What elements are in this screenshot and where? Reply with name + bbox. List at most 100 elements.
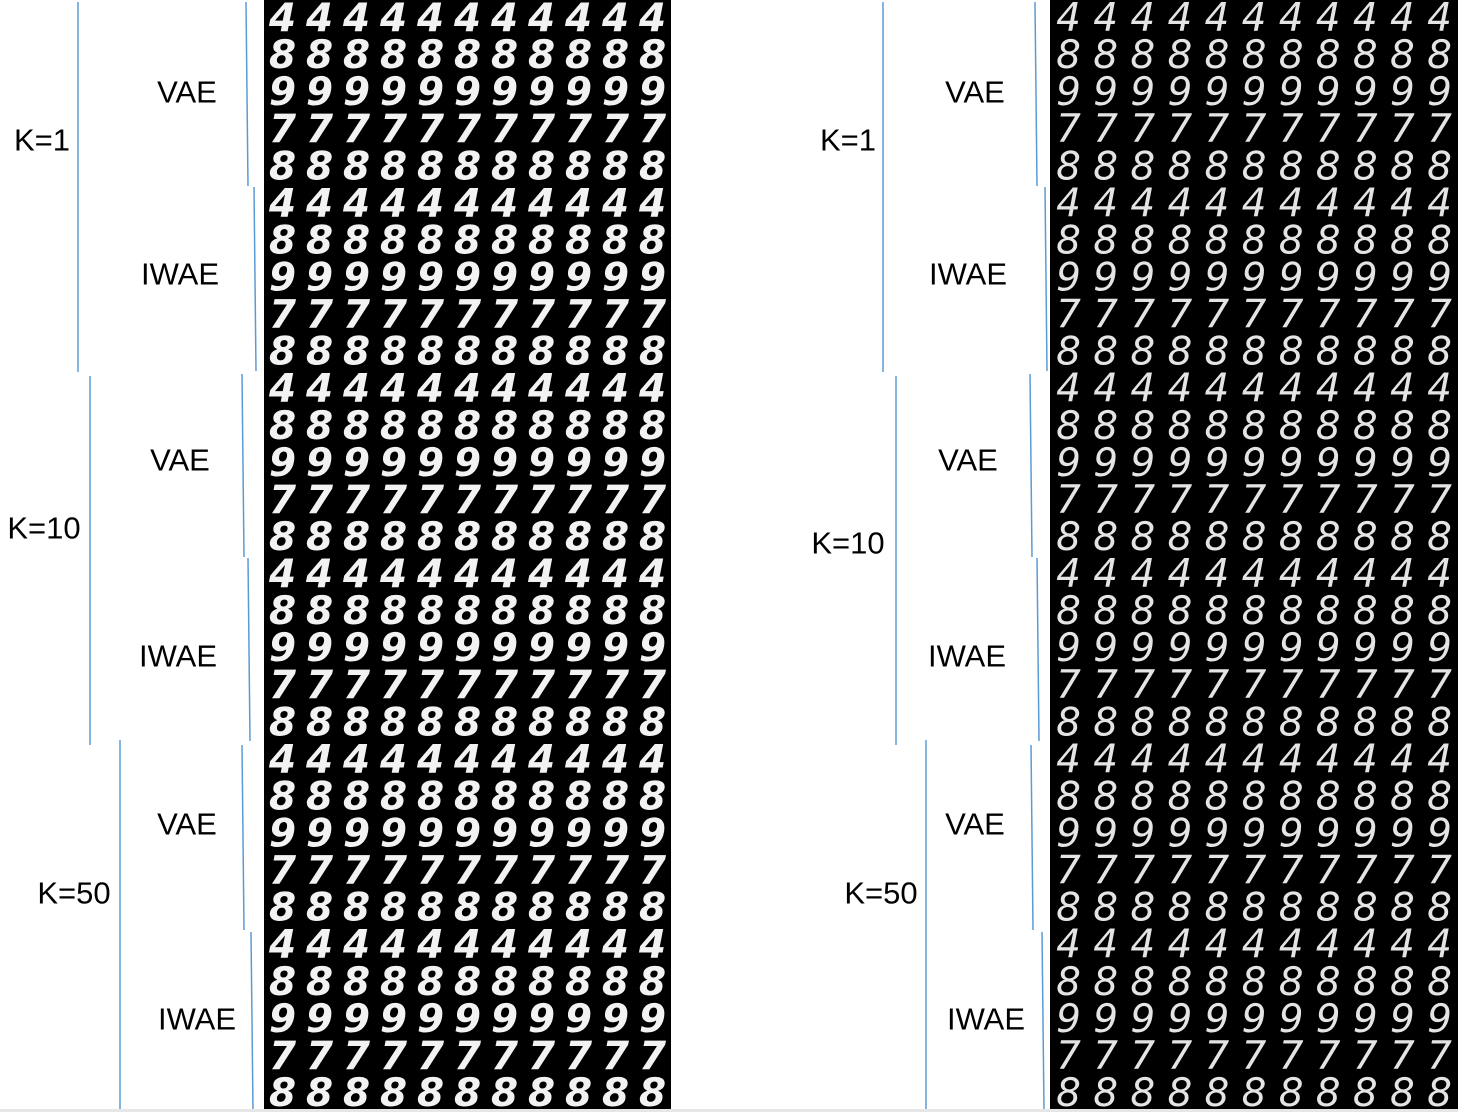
- digit-sample: 8: [306, 960, 333, 1005]
- digit-sample: 8: [528, 589, 555, 634]
- digit-sample: 8: [528, 218, 555, 263]
- digit-sample: 7: [343, 293, 370, 338]
- digit-sample: 7: [1167, 1034, 1192, 1079]
- digit-sample: 8: [380, 218, 407, 263]
- k-label: K=10: [811, 525, 885, 561]
- digit-sample: 8: [1390, 144, 1415, 189]
- digit-sample: 9: [1167, 812, 1192, 857]
- digit-sample: 8: [1167, 218, 1192, 263]
- digit-sample: 9: [565, 256, 592, 301]
- digit-sample: 9: [1242, 997, 1267, 1042]
- digit-sample: 7: [1353, 849, 1378, 894]
- digit-sample: 4: [1427, 552, 1452, 597]
- bracket-line: [241, 744, 245, 931]
- digit-sample: 4: [1427, 367, 1452, 412]
- digit-sample: 4: [1353, 181, 1378, 226]
- k-label: K=10: [7, 510, 81, 546]
- digit-sample: 9: [491, 997, 518, 1042]
- digit-sample: 4: [1130, 737, 1155, 782]
- digit-sample: 8: [528, 886, 555, 931]
- digit-sample: 8: [1427, 960, 1452, 1005]
- digit-sample: 9: [602, 812, 629, 857]
- digit-sample: 9: [1130, 626, 1155, 671]
- digit-sample: 7: [1390, 1034, 1415, 1079]
- digit-sample: 7: [1427, 293, 1452, 338]
- digit-sample: 8: [343, 886, 370, 931]
- digit-sample: 9: [1316, 70, 1341, 115]
- digit-sample: 8: [491, 330, 518, 375]
- digit-sample: 8: [602, 1071, 629, 1112]
- digit-sample: 4: [638, 181, 666, 226]
- method-label: VAE: [938, 442, 998, 478]
- digit-sample: 8: [306, 33, 333, 78]
- digit-sample: 7: [380, 849, 407, 894]
- digit-sample: 9: [1205, 997, 1230, 1042]
- bracket-line: [253, 186, 257, 372]
- digit-sample: 8: [602, 589, 629, 634]
- digit-sample: 8: [1130, 774, 1155, 819]
- digit-sample: 8: [417, 700, 444, 745]
- digit-sample: 4: [490, 367, 518, 412]
- digit-sample: 8: [306, 886, 333, 931]
- digit-sample: 9: [306, 441, 333, 486]
- digit-sample: 9: [1353, 997, 1378, 1042]
- digit-sample: 7: [602, 663, 629, 708]
- digit-sample: 8: [565, 700, 592, 745]
- digit-sample: 8: [1093, 33, 1118, 78]
- method-label: VAE: [945, 806, 1005, 842]
- digit-sample: 4: [1279, 923, 1304, 968]
- digit-sample: 4: [1130, 552, 1155, 597]
- digit-sample: 8: [491, 700, 518, 745]
- digit-sample: 8: [306, 1071, 333, 1112]
- digit-sample: 9: [1242, 70, 1267, 115]
- digit-sample: 4: [601, 0, 629, 41]
- digit-sample: 9: [1056, 256, 1081, 301]
- digit-sample: 4: [1427, 923, 1452, 968]
- digit-sample: 7: [1390, 107, 1415, 152]
- digit-sample: 8: [1390, 774, 1415, 819]
- digit-sample: 4: [1205, 552, 1230, 597]
- digit-sample: 9: [1167, 997, 1192, 1042]
- digit-sample: 8: [491, 960, 518, 1005]
- digit-sample: 8: [343, 330, 370, 375]
- digit-sample: 8: [1390, 330, 1415, 375]
- digit-sample: 7: [1056, 1034, 1081, 1079]
- digit-sample: 7: [602, 293, 629, 338]
- digit-sample: 9: [602, 626, 629, 671]
- digit-sample: 4: [638, 552, 666, 597]
- digit-sample: 7: [417, 293, 444, 338]
- digit-sample: 7: [417, 849, 444, 894]
- digit-sample: 8: [306, 144, 333, 189]
- digit-sample: 9: [1427, 626, 1452, 671]
- digit-sample: 8: [380, 330, 407, 375]
- digit-sample: 8: [1093, 515, 1118, 560]
- digit-sample: 9: [1130, 441, 1155, 486]
- digit-sample: 4: [416, 0, 444, 41]
- digit-sample: 9: [1242, 626, 1267, 671]
- digit-sample: 9: [1390, 256, 1415, 301]
- digit-sample: 8: [1167, 330, 1192, 375]
- digit-sample: 8: [1316, 960, 1341, 1005]
- bracket-line: [250, 931, 254, 1111]
- digit-sample: 4: [1205, 923, 1230, 968]
- digit-sample: 4: [416, 181, 444, 226]
- digit-sample: 8: [565, 1071, 592, 1112]
- digit-sample: 7: [1279, 478, 1304, 523]
- digit-sample: 8: [565, 218, 592, 263]
- digit-sample: 8: [1242, 33, 1267, 78]
- digit-sample: 8: [380, 886, 407, 931]
- k-label: K=1: [13, 122, 71, 158]
- digit-sample: 7: [269, 107, 296, 152]
- bracket-line: [1036, 557, 1040, 742]
- digit-sample: 7: [1427, 849, 1452, 894]
- digit-sample: 8: [417, 330, 444, 375]
- digit-sample: 8: [269, 515, 296, 560]
- digit-sample: 8: [1056, 33, 1081, 78]
- digit-sample: 9: [1390, 441, 1415, 486]
- digit-sample: 4: [490, 737, 518, 782]
- digit-sample: 9: [417, 626, 444, 671]
- digit-sample: 8: [1316, 1071, 1341, 1112]
- method-label: IWAE: [927, 638, 1007, 674]
- digit-sample: 9: [1316, 997, 1341, 1042]
